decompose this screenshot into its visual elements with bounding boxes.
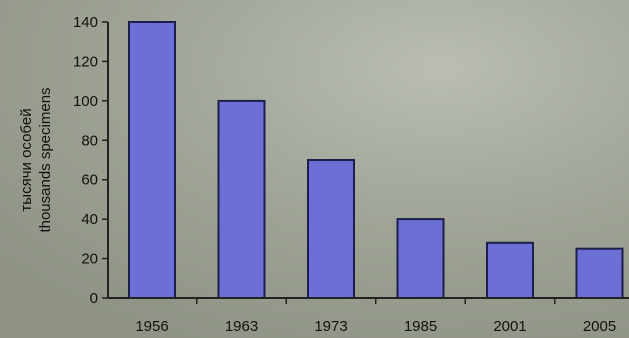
y-axis-title-line-2: thousands specimens bbox=[37, 87, 54, 232]
y-tick-label-40: 40 bbox=[81, 211, 98, 228]
x-tick-label-1963: 1963 bbox=[225, 318, 258, 335]
bar-1973 bbox=[307, 159, 355, 299]
y-tick-label-60: 60 bbox=[81, 172, 98, 189]
bar-2005 bbox=[575, 247, 624, 299]
x-ticks-group: 1956 1963 1973 1985 2001 2005 bbox=[135, 298, 616, 335]
axes-group bbox=[107, 22, 629, 299]
bars-group bbox=[128, 21, 624, 300]
x-tick-label-2005: 2005 bbox=[583, 318, 616, 335]
x-tick-label-2001: 2001 bbox=[493, 318, 526, 335]
x-tick-label-1973: 1973 bbox=[314, 318, 347, 335]
y-tick-label-80: 80 bbox=[81, 132, 98, 149]
bar-1963 bbox=[217, 99, 266, 300]
y-axis-title: тысячи особей thousands specimens bbox=[18, 87, 54, 232]
y-tick-label-140: 140 bbox=[73, 14, 98, 31]
y-tick-label-120: 120 bbox=[73, 53, 98, 70]
y-tick-label-100: 100 bbox=[73, 93, 98, 110]
bar-1956 bbox=[128, 21, 176, 299]
y-ticks-group: 0 20 40 60 80 100 120 140 bbox=[73, 14, 108, 307]
x-tick-label-1956: 1956 bbox=[135, 318, 168, 335]
bar-2001 bbox=[486, 241, 534, 300]
bar-1985 bbox=[396, 218, 445, 300]
x-tick-label-1985: 1985 bbox=[404, 318, 437, 335]
y-tick-label-0: 0 bbox=[90, 290, 98, 307]
y-axis-title-line-1: тысячи особей bbox=[18, 108, 35, 211]
y-tick-label-20: 20 bbox=[81, 251, 98, 268]
